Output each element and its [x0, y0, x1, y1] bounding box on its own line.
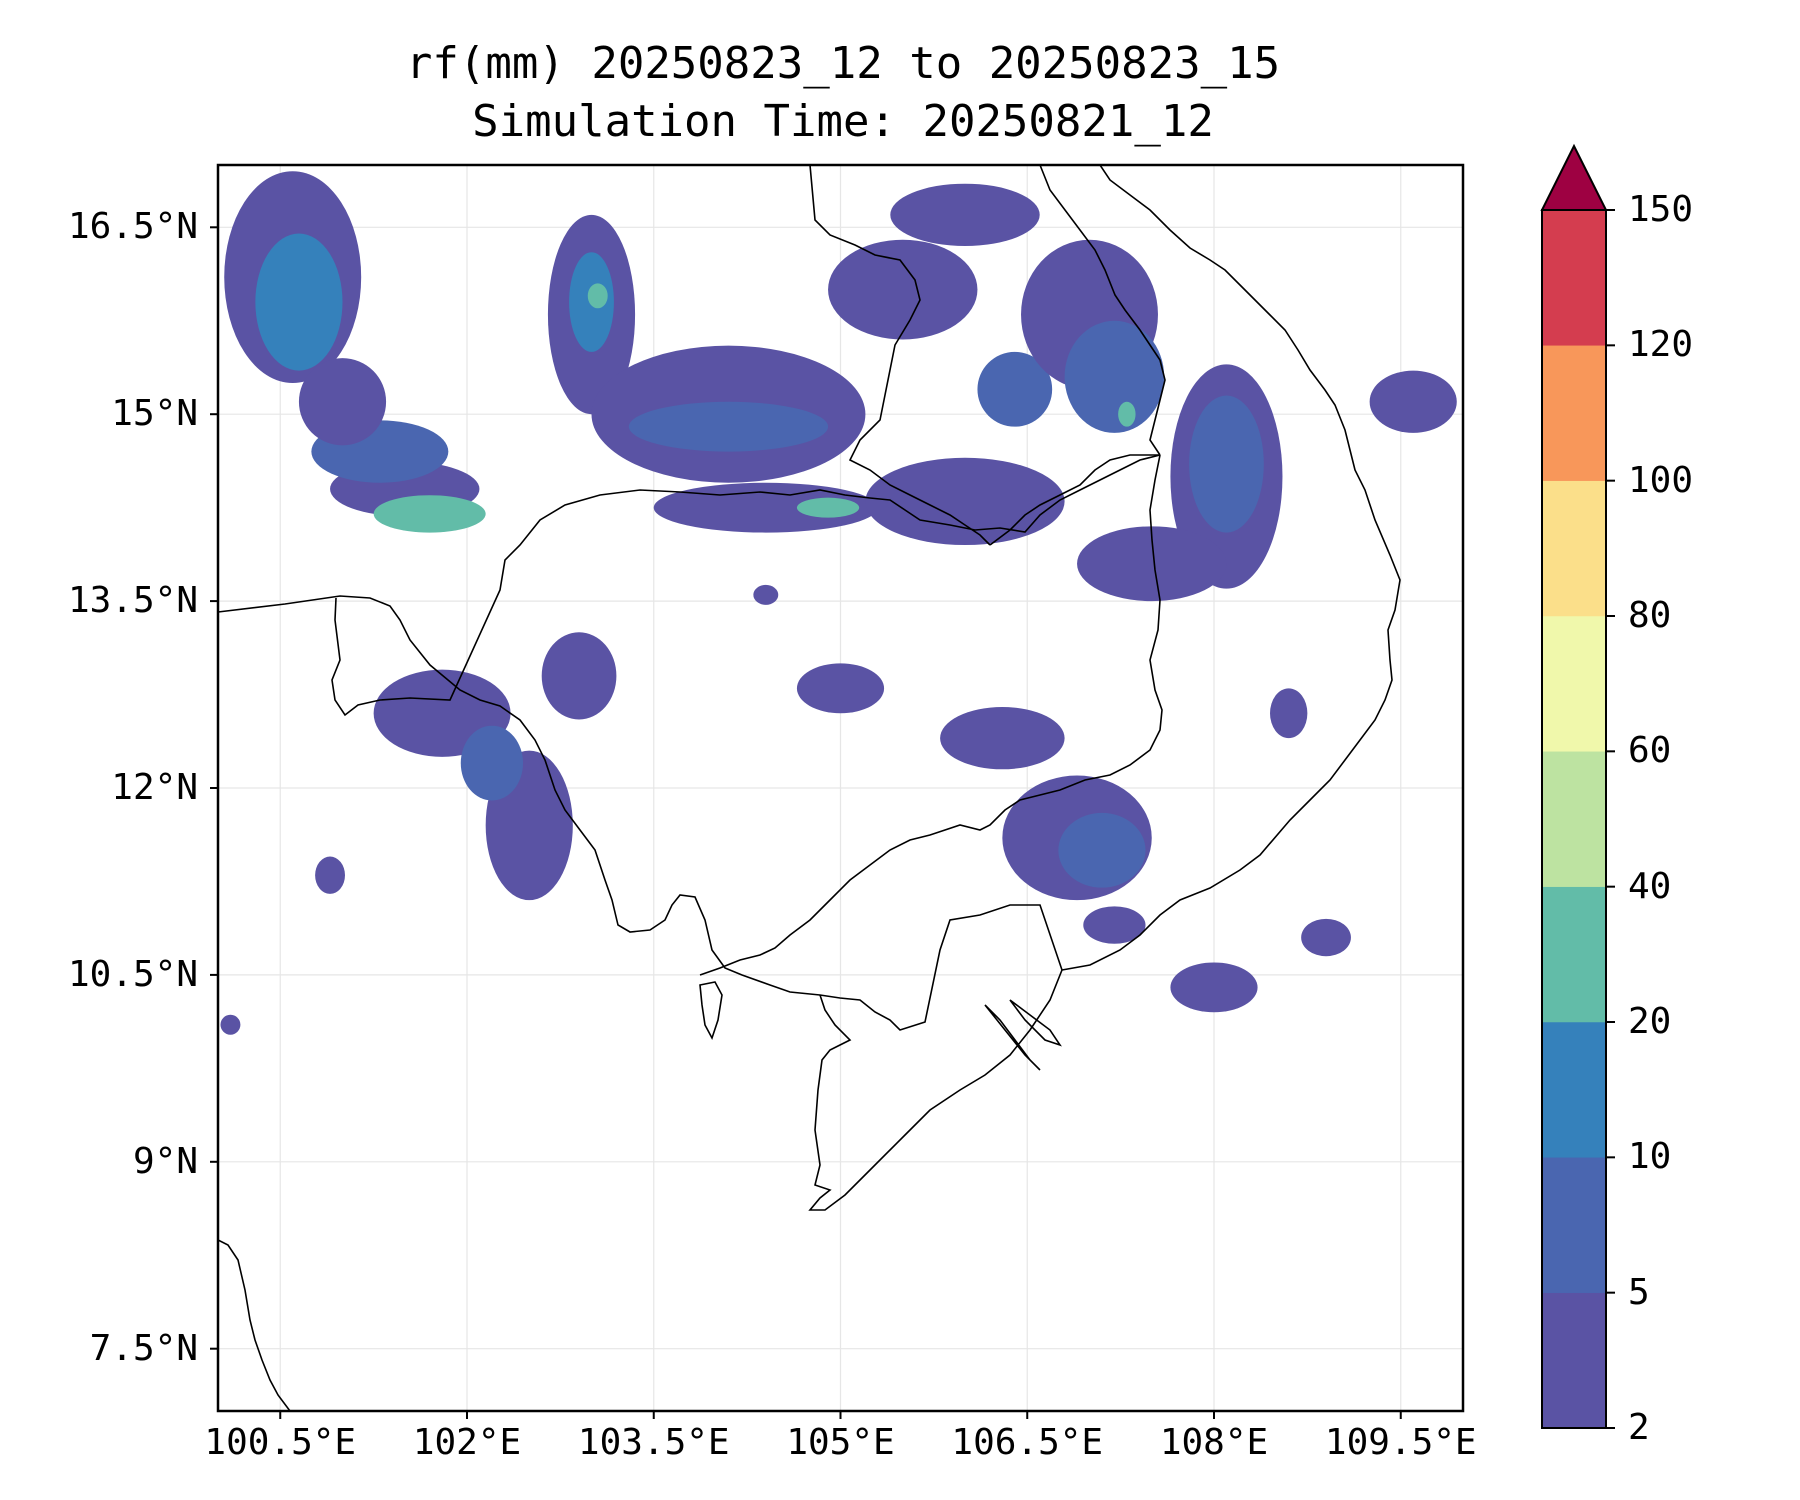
border-cambodia-vietnam [699, 454, 1163, 976]
rain-contour [373, 495, 486, 533]
lat-tick-label: 7.5°N [89, 1327, 198, 1369]
colorbar-tick-label: 5 [1628, 1271, 1650, 1313]
rain-contour [977, 351, 1053, 427]
colorbar-tick-label: 20 [1628, 1001, 1672, 1042]
rain-contour [1058, 812, 1146, 888]
colorbar-tick-label: 2 [1628, 1407, 1650, 1448]
rain-contour [1189, 395, 1264, 533]
map-title: rf(mm) 20250823_12 to 20250823_15 [405, 38, 1281, 89]
colorbar-segment [1541, 615, 1607, 752]
colorbar-segment [1541, 751, 1607, 887]
colorbar-segment [1541, 480, 1607, 617]
coastlines-and-borders [218, 165, 1401, 1411]
rain-contour [1369, 370, 1457, 433]
lat-tick-label: 12°N [111, 767, 198, 808]
coastline-west [218, 1239, 291, 1411]
rain-contour [1077, 526, 1227, 602]
rain-contour [1170, 962, 1258, 1013]
colorbar-tick-label: 80 [1628, 595, 1672, 636]
colorbar-frame [1541, 209, 1607, 1429]
gridlines [218, 165, 1463, 1411]
lat-tick-label: 9°N [132, 1140, 198, 1182]
rain-contour [541, 632, 617, 720]
lon-tick-label: 105°E [786, 1422, 895, 1463]
rain-contour [298, 358, 387, 446]
border-thai-cambodia [331, 454, 1161, 717]
colorbar-tick-label: 150 [1628, 189, 1694, 230]
colorbar-segment [1541, 345, 1607, 481]
rain-contour [890, 183, 1040, 246]
lat-tick-label: 16.5°N [67, 206, 198, 248]
rain-contour [1083, 906, 1146, 944]
colorbar-segment [1541, 1021, 1607, 1158]
map-subtitle: Simulation Time: 20250821_12 [472, 96, 1214, 147]
rain-contour [255, 233, 343, 371]
rain-contour [1270, 688, 1308, 739]
lon-tick-label: 106.5°E [951, 1422, 1104, 1463]
rain-contour [1301, 918, 1351, 957]
island-phu-quoc [699, 981, 723, 1041]
rain-contour [628, 401, 829, 452]
rain-contour [653, 482, 878, 533]
lon-tick-label: 103.5°E [577, 1422, 730, 1463]
rain-contour [865, 457, 1065, 546]
rain-contour [1118, 401, 1136, 427]
rain-contour [828, 239, 978, 340]
colorbar-tick-label: 100 [1628, 459, 1694, 501]
lat-tick-label: 10.5°N [67, 953, 198, 995]
lat-tick-label: 15°N [111, 393, 198, 435]
lon-tick-label: 108°E [1159, 1422, 1269, 1463]
border-laos-cambodia [989, 454, 1160, 546]
rain-contour [796, 497, 860, 518]
colorbar-tick-label: 10 [1628, 1136, 1672, 1178]
rain-contour [460, 725, 524, 801]
border-laos-vietnam [1039, 165, 1166, 456]
colorbar-tick-label: 40 [1628, 865, 1672, 907]
rain-contour [587, 283, 608, 309]
rain-contour [220, 1014, 241, 1035]
rain-contour [940, 707, 1065, 770]
rain-contour [315, 856, 345, 894]
colorbar-tick-label: 120 [1628, 324, 1694, 366]
coastline-main [218, 165, 1401, 1031]
colorbar-segment [1541, 886, 1607, 1023]
colorbar-segment [1541, 1157, 1607, 1293]
colorbar-segment [1541, 209, 1607, 346]
colorbar [1540, 143, 1615, 1429]
colorbar-tick-label: 60 [1628, 730, 1672, 772]
lon-tick-label: 102°E [412, 1422, 522, 1463]
axis-ticks [210, 226, 1402, 1419]
rainfall-contours [220, 171, 1457, 1035]
coastline-gulf [808, 969, 1063, 1211]
lon-tick-label: 109.5°E [1324, 1422, 1477, 1463]
rain-contour [796, 663, 885, 714]
lat-tick-label: 13.5°N [67, 580, 198, 622]
rain-contour [1064, 320, 1165, 433]
colorbar-segment [1541, 1292, 1607, 1429]
border-laos-thai [809, 165, 991, 546]
coastline-delta [984, 999, 1062, 1071]
colorbar-extend-arrow [1540, 143, 1608, 211]
rain-contour [753, 584, 779, 605]
lon-tick-label: 100.5°E [204, 1422, 357, 1463]
